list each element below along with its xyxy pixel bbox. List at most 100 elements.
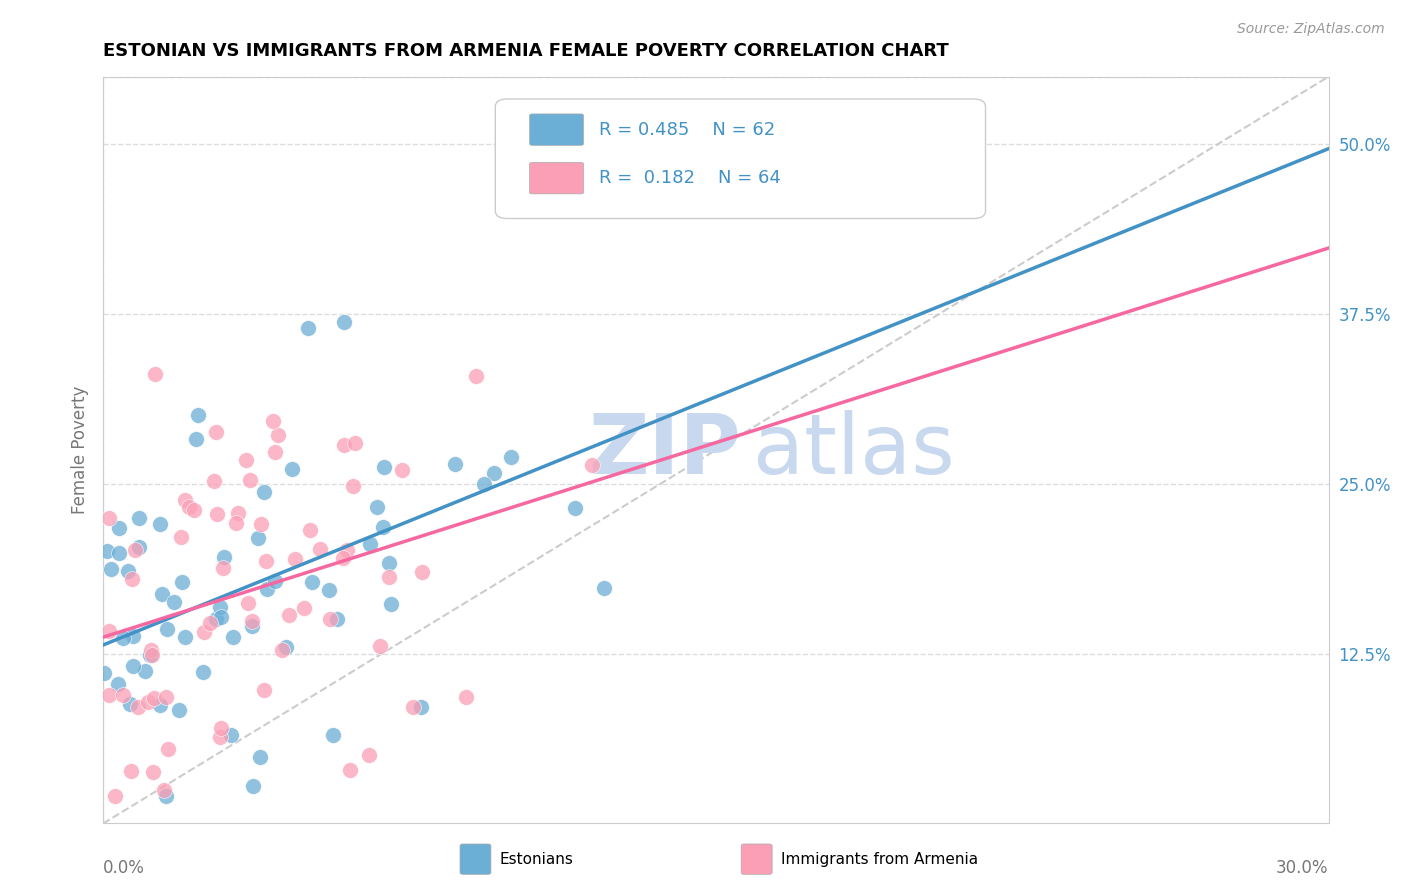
- Point: [342, 479, 364, 493]
- Point: [319, 612, 342, 626]
- Point: [153, 783, 176, 797]
- Point: [108, 545, 131, 559]
- Point: [501, 450, 523, 465]
- Point: [200, 615, 222, 630]
- Point: [122, 628, 145, 642]
- Text: 30.0%: 30.0%: [1277, 859, 1329, 877]
- Point: [121, 572, 143, 586]
- Point: [810, 136, 832, 151]
- Point: [482, 466, 505, 480]
- Point: [411, 566, 433, 580]
- Point: [141, 643, 163, 657]
- Point: [96, 543, 118, 558]
- FancyBboxPatch shape: [530, 162, 583, 194]
- Point: [322, 728, 344, 742]
- Point: [284, 551, 307, 566]
- Point: [250, 517, 273, 532]
- Point: [344, 435, 367, 450]
- Point: [128, 511, 150, 525]
- Point: [124, 542, 146, 557]
- Point: [205, 507, 228, 521]
- Point: [262, 414, 284, 428]
- Point: [107, 677, 129, 691]
- Point: [332, 550, 354, 565]
- Point: [163, 594, 186, 608]
- Point: [409, 699, 432, 714]
- Point: [120, 764, 142, 778]
- Point: [235, 453, 257, 467]
- Point: [107, 521, 129, 535]
- Point: [242, 779, 264, 793]
- Point: [139, 648, 162, 662]
- Point: [202, 474, 225, 488]
- Point: [299, 523, 322, 537]
- Point: [148, 517, 170, 532]
- Point: [212, 549, 235, 564]
- Point: [136, 695, 159, 709]
- Point: [184, 432, 207, 446]
- Point: [141, 648, 163, 663]
- Point: [301, 574, 323, 589]
- Point: [205, 612, 228, 626]
- Point: [193, 625, 215, 640]
- Point: [211, 561, 233, 575]
- Point: [253, 485, 276, 500]
- Point: [204, 425, 226, 439]
- Point: [127, 700, 149, 714]
- Text: Estonians: Estonians: [499, 852, 574, 867]
- Point: [134, 665, 156, 679]
- FancyBboxPatch shape: [495, 99, 986, 219]
- Point: [117, 564, 139, 578]
- Point: [256, 582, 278, 596]
- Point: [209, 721, 232, 735]
- Point: [150, 587, 173, 601]
- Point: [183, 503, 205, 517]
- Point: [359, 537, 381, 551]
- Point: [128, 540, 150, 554]
- Point: [368, 639, 391, 653]
- Point: [118, 697, 141, 711]
- Point: [318, 582, 340, 597]
- Point: [336, 543, 359, 558]
- Point: [333, 315, 356, 329]
- Point: [187, 408, 209, 422]
- Point: [593, 581, 616, 595]
- Text: atlas: atlas: [752, 409, 955, 491]
- Point: [222, 630, 245, 644]
- Point: [472, 477, 495, 491]
- Point: [456, 690, 478, 704]
- Text: ESTONIAN VS IMMIGRANTS FROM ARMENIA FEMALE POVERTY CORRELATION CHART: ESTONIAN VS IMMIGRANTS FROM ARMENIA FEMA…: [103, 42, 949, 60]
- Point: [173, 630, 195, 644]
- Point: [402, 700, 425, 714]
- Point: [267, 428, 290, 442]
- Point: [380, 597, 402, 611]
- Point: [209, 609, 232, 624]
- Point: [156, 622, 179, 636]
- Point: [142, 765, 165, 780]
- Point: [143, 367, 166, 381]
- Point: [391, 463, 413, 477]
- Point: [208, 730, 231, 744]
- Point: [359, 747, 381, 762]
- Y-axis label: Female Poverty: Female Poverty: [72, 386, 89, 514]
- Point: [157, 742, 180, 756]
- Point: [209, 600, 232, 615]
- Text: R = 0.485    N = 62: R = 0.485 N = 62: [599, 120, 776, 138]
- Point: [149, 698, 172, 713]
- Point: [292, 601, 315, 615]
- Point: [564, 501, 586, 516]
- Point: [263, 574, 285, 589]
- Point: [254, 554, 277, 568]
- Point: [112, 688, 135, 702]
- Point: [103, 789, 125, 804]
- Text: ZIP: ZIP: [588, 409, 741, 491]
- Point: [169, 703, 191, 717]
- Point: [170, 530, 193, 544]
- Point: [444, 457, 467, 471]
- Point: [339, 763, 361, 777]
- Text: 0.0%: 0.0%: [103, 859, 145, 877]
- Point: [366, 500, 388, 514]
- Point: [121, 659, 143, 673]
- Point: [155, 690, 177, 705]
- Point: [174, 493, 197, 508]
